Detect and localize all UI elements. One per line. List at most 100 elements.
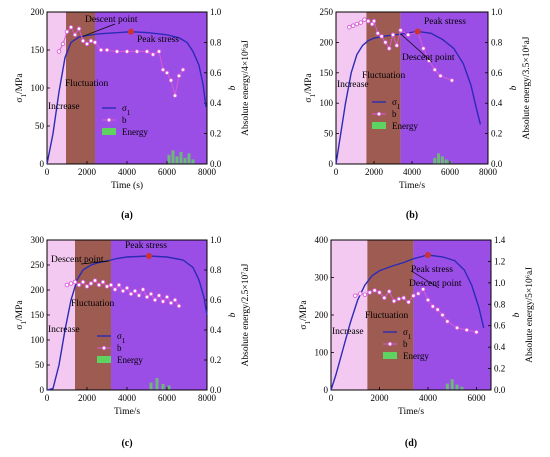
x-tick-label: 6000 — [158, 393, 177, 403]
b-point — [464, 327, 470, 333]
energy-bar — [183, 157, 187, 164]
b-point — [112, 287, 118, 292]
b-point — [375, 31, 381, 36]
b-axis-label: b — [512, 312, 522, 317]
b-point — [405, 32, 411, 38]
x-tick-label: 0 — [334, 167, 339, 177]
y-tick-label: 0 — [40, 385, 45, 395]
energy-bar — [455, 384, 459, 390]
legend-energy-swatch — [372, 122, 386, 129]
energy-bar — [161, 384, 165, 390]
subfigure-label: (a) — [121, 210, 133, 221]
b-point — [168, 78, 174, 83]
energy-axis-label: Absolute energy/4×10⁶aJ — [241, 40, 251, 136]
x-tick-label: 0 — [329, 393, 334, 403]
legend-energy-label: Energy — [392, 121, 418, 131]
b-point — [367, 290, 373, 295]
b-point — [398, 27, 403, 33]
b-point — [148, 291, 154, 297]
b-point — [172, 297, 178, 303]
y2-tick-label: 0.4 — [210, 325, 222, 335]
y2-tick-label: 1.0 — [491, 7, 503, 17]
b-point — [432, 67, 438, 73]
legend-energy-swatch — [383, 352, 397, 359]
b-point — [362, 292, 368, 297]
fluctuation-label: Fluctuation — [65, 79, 109, 89]
energy-bar — [179, 151, 183, 164]
b-point — [96, 282, 102, 288]
b-point — [430, 304, 436, 309]
x-axis-label: Time/s — [399, 181, 425, 191]
b-point — [108, 282, 114, 288]
legend-b-marker — [387, 341, 393, 347]
b-point — [164, 70, 170, 76]
energy-bar — [167, 385, 171, 390]
y2-tick-label: 0.6 — [494, 321, 506, 331]
b-point — [416, 291, 421, 296]
b-point — [76, 26, 82, 31]
b-axis-label: b — [509, 85, 519, 90]
y2-tick-label: 0.6 — [210, 295, 222, 305]
y-tick-label: 300 — [31, 235, 45, 245]
x-tick-label: 2000 — [370, 393, 389, 403]
descent-pointer — [80, 260, 110, 265]
b-point — [116, 282, 122, 288]
b-point — [354, 21, 360, 27]
b-point — [357, 291, 363, 296]
b-point — [88, 38, 94, 44]
b-point — [371, 18, 377, 24]
legend-energy-swatch — [102, 128, 116, 135]
y-axis-label: σ1/MPa — [299, 300, 312, 330]
energy-axis-label: Absolute energy/3.5×10⁶aJ — [522, 36, 532, 139]
b-point — [150, 52, 156, 57]
y2-tick-label: 0.2 — [491, 129, 502, 139]
post-peak-region — [111, 240, 207, 390]
legend-energy-label: Energy — [117, 355, 143, 365]
y2-tick-label: 0.4 — [491, 98, 503, 108]
y-tick-label: 100 — [320, 98, 334, 108]
b-point — [164, 294, 170, 300]
increase-region — [331, 240, 368, 390]
b-point — [144, 294, 150, 300]
energy-bar — [175, 156, 179, 164]
b-point — [160, 67, 166, 73]
y2-tick-label: 0.0 — [494, 385, 506, 395]
y-axis-label: σ1/MPa — [304, 73, 317, 103]
y-tick-label: 100 — [31, 83, 45, 93]
b-point — [176, 303, 182, 309]
y-tick-label: 200 — [31, 7, 45, 17]
b-point — [358, 20, 363, 25]
legend-b-marker — [106, 117, 112, 123]
b-point — [438, 73, 443, 79]
y-tick-label: 150 — [31, 45, 45, 55]
fluctuation-label: Fluctuation — [365, 311, 409, 321]
energy-bar — [191, 159, 195, 164]
energy-bar — [440, 156, 444, 164]
peak-marker — [414, 28, 421, 35]
increase-label: Increase — [48, 325, 80, 335]
b-point — [156, 293, 162, 298]
b-point — [425, 297, 431, 303]
b-point — [64, 282, 70, 288]
b-point — [386, 46, 392, 51]
y-tick-label: 250 — [320, 7, 334, 17]
descent-point-label: Descent point — [409, 279, 462, 289]
b-point — [114, 49, 120, 54]
y-tick-label: 50 — [35, 360, 45, 370]
y-tick-label: 150 — [31, 310, 45, 320]
x-tick-label: 2000 — [78, 393, 97, 403]
b-point — [420, 287, 426, 292]
b-point — [152, 297, 158, 303]
y-tick-label: 400 — [315, 235, 329, 245]
b-point — [379, 34, 384, 39]
descent-pointer — [410, 270, 440, 289]
legend-energy-label: Energy — [122, 127, 148, 137]
b-point — [80, 38, 86, 44]
b-point — [350, 23, 356, 28]
b-point — [72, 279, 78, 285]
legend-energy-swatch — [97, 356, 111, 363]
increase-label: Increase — [48, 102, 80, 112]
increase-region — [336, 12, 367, 164]
legend-b-label: b — [122, 115, 127, 125]
b-point — [390, 32, 396, 38]
